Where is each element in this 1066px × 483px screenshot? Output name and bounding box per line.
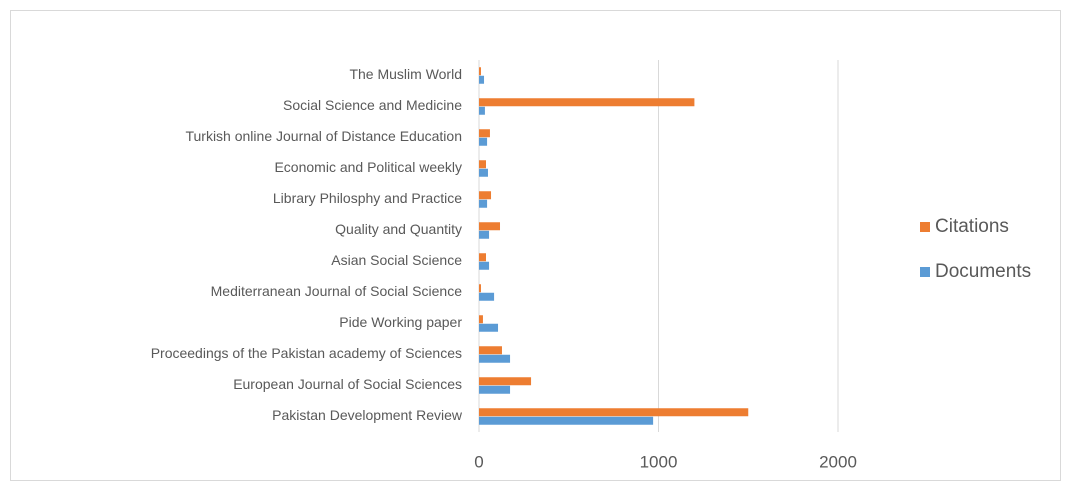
bar (479, 160, 487, 169)
bar (479, 191, 492, 200)
bar (479, 315, 483, 324)
legend-label: Citations (935, 216, 1009, 237)
bar (479, 323, 499, 332)
y-tick-label: The Muslim World (349, 66, 462, 82)
bar (479, 408, 749, 417)
legend-swatch (920, 222, 930, 232)
bar (479, 292, 495, 301)
x-tick-label: 1000 (640, 452, 678, 471)
y-tick-label: Mediterranean Journal of Social Science (211, 283, 463, 299)
y-tick-label: Library Philosphy and Practice (273, 190, 462, 206)
y-tick-label: Turkish online Journal of Distance Educa… (185, 128, 462, 144)
chart-border (10, 10, 1061, 481)
bar (479, 354, 511, 363)
y-tick-label: Economic and Political weekly (274, 159, 462, 175)
bar (479, 416, 654, 425)
bar (479, 385, 511, 394)
x-tick-label: 0 (474, 452, 483, 471)
y-tick-label: European Journal of Social Sciences (233, 376, 462, 392)
bar (479, 222, 501, 231)
bar (479, 168, 488, 177)
bar (479, 67, 481, 76)
bar (479, 199, 488, 208)
bar (479, 75, 485, 84)
legend-swatch (920, 267, 930, 277)
bar (479, 98, 695, 107)
y-tick-label: Social Science and Medicine (283, 97, 462, 113)
bar (479, 253, 487, 262)
bar (479, 284, 481, 293)
x-tick-label: 2000 (819, 452, 857, 471)
bar (479, 230, 490, 239)
y-tick-label: Asian Social Science (331, 252, 462, 268)
y-tick-label: Quality and Quantity (335, 221, 462, 237)
y-tick-label: Pakistan Development Review (272, 407, 463, 423)
bar (479, 346, 502, 355)
bar (479, 261, 490, 270)
bar (479, 129, 490, 138)
bar (479, 106, 485, 115)
bar (479, 137, 488, 146)
bar (479, 377, 532, 386)
y-tick-label: Proceedings of the Pakistan academy of S… (151, 345, 462, 361)
legend-label: Documents (935, 261, 1031, 282)
y-tick-label: Pide Working paper (339, 314, 462, 330)
